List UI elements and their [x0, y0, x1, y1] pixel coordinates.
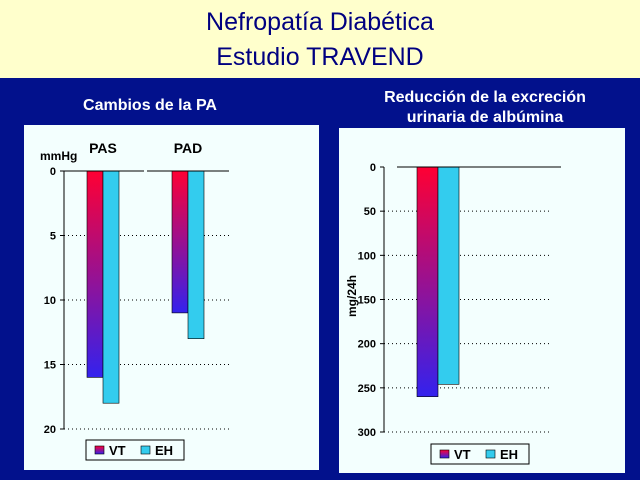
chart-title-right: Reducción de la excreción urinaria de al…: [350, 88, 620, 128]
y-tick-label: 10: [44, 295, 56, 307]
legend: VT EH: [430, 443, 530, 465]
y-axis-label: mmHg: [40, 149, 77, 163]
bar-vt: [171, 170, 189, 314]
legend-swatch-vt: [439, 449, 450, 459]
y-axis-label: mg/24h: [345, 275, 359, 317]
y-tick-label: 15: [44, 360, 56, 372]
y-tick-label: 5: [50, 231, 56, 243]
y-tick-label: 0: [50, 166, 56, 178]
chart-title-right-line1: Reducción de la excreción: [384, 89, 586, 106]
legend-swatch-eh: [485, 449, 496, 459]
chart-right: 0 50 100 150 200 250 300 mg/24h VT EH: [345, 162, 561, 465]
legend-swatch-vt: [94, 445, 105, 455]
y-tick-label: 20: [44, 424, 56, 436]
bar-eh: [102, 170, 120, 404]
category-label: PAD: [174, 140, 203, 156]
bar-eh: [437, 166, 460, 385]
legend-swatch-eh: [140, 445, 151, 455]
chart-title-right-line2: urinaria de albúmina: [406, 109, 564, 126]
y-tick-label: 0: [370, 162, 376, 174]
legend-label-vt: VT: [109, 443, 126, 458]
y-tick-label: 250: [358, 383, 376, 395]
y-tick-label: 300: [358, 427, 376, 439]
category-label: PAS: [89, 140, 117, 156]
y-tick-label: 100: [358, 250, 376, 262]
bar-eh: [187, 170, 205, 339]
y-tick-label: 50: [364, 206, 376, 218]
bar-vt: [86, 170, 104, 378]
chart-panel-right: 0 50 100 150 200 250 300 mg/24h VT EH: [339, 128, 625, 473]
y-tick-label: 200: [358, 339, 376, 351]
legend-label-eh: EH: [155, 443, 173, 458]
bar-vt: [416, 166, 439, 397]
legend-box: [85, 439, 185, 461]
chart-title-left: Cambios de la PA: [83, 97, 217, 114]
title-band: Nefropatía Diabética Estudio TRAVEND: [0, 0, 640, 78]
slide-subtitle: Estudio TRAVEND: [216, 43, 424, 71]
chart-panel-left: 0 5 10 15 20 PAS PAD mmHg VT EH: [24, 125, 319, 470]
legend-label-vt: VT: [454, 447, 471, 462]
y-tick-label: 150: [358, 295, 376, 307]
legend-label-eh: EH: [500, 447, 518, 462]
chart-left: 0 5 10 15 20 PAS PAD mmHg VT EH: [40, 140, 232, 461]
slide-title: Nefropatía Diabética: [206, 8, 434, 36]
legend-box: [430, 443, 530, 465]
legend: VT EH: [85, 439, 185, 461]
